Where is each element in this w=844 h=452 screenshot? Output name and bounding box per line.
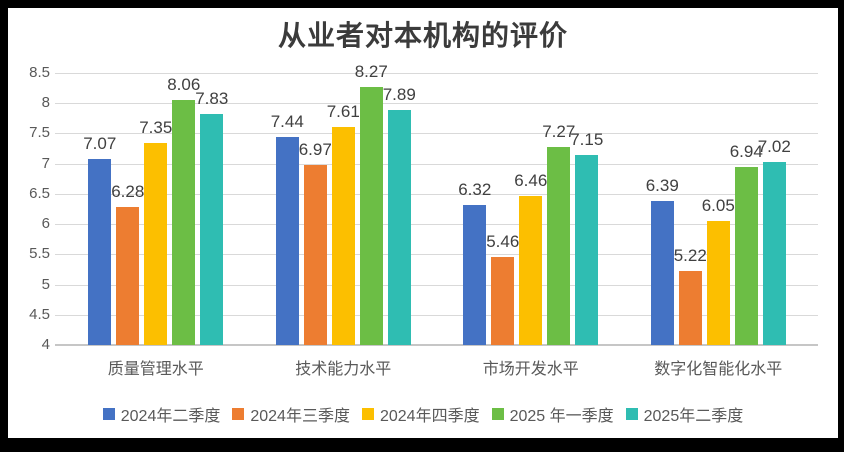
x-axis-category-label: 数字化智能化水平 [654, 361, 783, 378]
chart-canvas: 从业者对本机构的评价 8.5 8 7.5 7 6.5 6 5.5 5 4.5 4 7.07 6.28 7… [8, 8, 838, 438]
gridline [55, 133, 818, 135]
legend-item: 2024年二季度 [102, 402, 221, 426]
bar-series1-group2 [275, 137, 299, 345]
bar-value-label: 7.35 [139, 117, 173, 137]
bar-series1-group1 [88, 159, 112, 345]
bar-value-label: 7.83 [195, 88, 229, 108]
bar-series4-group3 [547, 147, 571, 345]
bar-value-label: 6.32 [458, 179, 492, 199]
bar-series3-group2 [331, 126, 355, 345]
gridline [55, 224, 818, 226]
bar-value-label: 7.15 [570, 129, 604, 149]
y-axis-tick-label: 8 [41, 94, 50, 112]
legend-marker [625, 408, 638, 420]
bar-series5-group1 [200, 113, 224, 345]
y-axis-tick-label: 5.5 [29, 245, 50, 263]
y-axis-tick-label: 6 [41, 215, 50, 233]
gridline [55, 103, 818, 105]
bar-series2-group4 [678, 271, 702, 345]
x-axis-line [55, 344, 818, 346]
bar-value-label: 8.06 [167, 74, 201, 94]
legend-label: 2025年二季度 [643, 408, 744, 425]
bar-series3-group1 [144, 142, 168, 345]
gridline [55, 314, 818, 316]
y-axis-tick-label: 6.5 [29, 184, 50, 202]
bar-series5-group2 [387, 109, 411, 345]
gridline [55, 163, 818, 165]
x-axis-category-label: 质量管理水平 [107, 361, 204, 378]
legend-label: 2024年二季度 [120, 408, 221, 425]
bar-series5-group3 [575, 154, 599, 345]
bar-value-label: 5.22 [673, 246, 707, 266]
bar-series4-group2 [359, 86, 383, 345]
bar-value-label: 6.97 [298, 140, 332, 160]
chart-title: 从业者对本机构的评价 [277, 21, 568, 52]
gridline [55, 284, 818, 286]
legend-item: 2024年四季度 [361, 402, 480, 426]
legend: 2024年二季度 2024年三季度 2024年四季度 2025 年一季度 2025年二季… [8, 402, 838, 426]
gridline [55, 254, 818, 256]
y-axis-tick-label: 7.5 [29, 124, 50, 142]
bar-value-label: 8.27 [354, 61, 388, 81]
legend-marker [232, 408, 245, 420]
bar-value-label: 6.94 [729, 142, 763, 162]
bar-series4-group1 [172, 99, 196, 345]
legend-label: 2024年四季度 [379, 408, 480, 425]
bar-value-label: 6.05 [701, 196, 735, 216]
bar-value-label: 6.28 [111, 182, 145, 202]
bar-value-label: 7.44 [270, 112, 304, 132]
bar-series1-group3 [463, 204, 487, 345]
legend-marker [102, 408, 115, 420]
legend-marker [491, 408, 504, 420]
legend-label: 2024年三季度 [250, 408, 350, 425]
bar-series2-group3 [491, 256, 515, 345]
y-axis-tick-label: 4 [41, 336, 50, 353]
bar-value-label: 7.27 [542, 122, 576, 142]
plot-area: 8.5 8 7.5 7 6.5 6 5.5 5 4.5 4 7.07 6.28 7.35 8.06 7.83… [29, 62, 818, 353]
legend-marker [361, 408, 374, 420]
bar-value-label: 7.89 [382, 84, 416, 104]
x-axis-category-label: 技术能力水平 [295, 361, 392, 378]
bar-series1-group4 [650, 200, 674, 345]
bar-value-label: 7.07 [83, 134, 117, 154]
y-axis-tick-label: 8.5 [29, 64, 50, 81]
y-axis-tick-label: 4.5 [29, 305, 50, 323]
bar-value-label: 7.02 [757, 137, 791, 157]
bar-series3-group3 [519, 196, 543, 345]
gridline [55, 73, 818, 74]
bar-series5-group4 [762, 162, 786, 345]
bar-series3-group4 [706, 221, 730, 345]
legend-item: 2025 年一季度 [491, 402, 614, 426]
bar-series2-group1 [116, 207, 140, 345]
x-axis-labels: 质量管理水平 技术能力水平 市场开发水平 数字化智能化水平 [62, 355, 812, 379]
gridline [55, 193, 818, 195]
x-axis-category-label: 市场开发水平 [482, 361, 579, 378]
bar-value-label: 7.61 [326, 101, 360, 121]
legend-item: 2025年二季度 [625, 402, 744, 426]
legend-item: 2024年三季度 [232, 402, 350, 426]
bar-series4-group4 [734, 167, 758, 345]
y-axis-tick-label: 5 [41, 275, 50, 293]
bar-series2-group2 [303, 165, 327, 345]
bar-value-label: 6.39 [645, 175, 679, 195]
legend-label: 2025 年一季度 [509, 408, 614, 425]
bar-value-label: 6.46 [514, 171, 548, 191]
y-axis-tick-label: 7 [41, 154, 50, 172]
bar-value-label: 5.46 [486, 231, 520, 251]
